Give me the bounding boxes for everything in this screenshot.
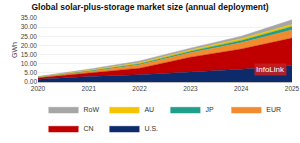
svg-text:0.00: 0.00 xyxy=(24,78,37,85)
svg-text:RoW: RoW xyxy=(84,106,100,113)
svg-text:GWh: GWh xyxy=(11,42,18,58)
svg-text:15.00: 15.00 xyxy=(21,51,38,58)
svg-text:2025: 2025 xyxy=(285,85,300,92)
svg-text:U.S.: U.S. xyxy=(144,125,158,132)
svg-text:2020: 2020 xyxy=(31,85,46,92)
svg-text:5.00: 5.00 xyxy=(24,69,37,76)
svg-text:20.00: 20.00 xyxy=(21,42,38,49)
svg-text:InfoLink: InfoLink xyxy=(256,65,285,74)
svg-text:2024: 2024 xyxy=(234,85,249,92)
svg-text:JP: JP xyxy=(205,106,214,113)
svg-text:EUR: EUR xyxy=(266,106,281,113)
svg-text:30.00: 30.00 xyxy=(21,23,38,30)
svg-text:AU: AU xyxy=(144,106,154,113)
svg-text:25.00: 25.00 xyxy=(21,33,38,40)
svg-text:2023: 2023 xyxy=(183,85,198,92)
svg-text:CN: CN xyxy=(84,125,94,132)
svg-text:Global solar-plus-storage mark: Global solar-plus-storage market size (a… xyxy=(31,2,268,12)
svg-text:2022: 2022 xyxy=(132,85,147,92)
svg-text:35.00: 35.00 xyxy=(21,14,38,21)
svg-text:2021: 2021 xyxy=(82,85,97,92)
svg-text:10.00: 10.00 xyxy=(21,60,38,67)
